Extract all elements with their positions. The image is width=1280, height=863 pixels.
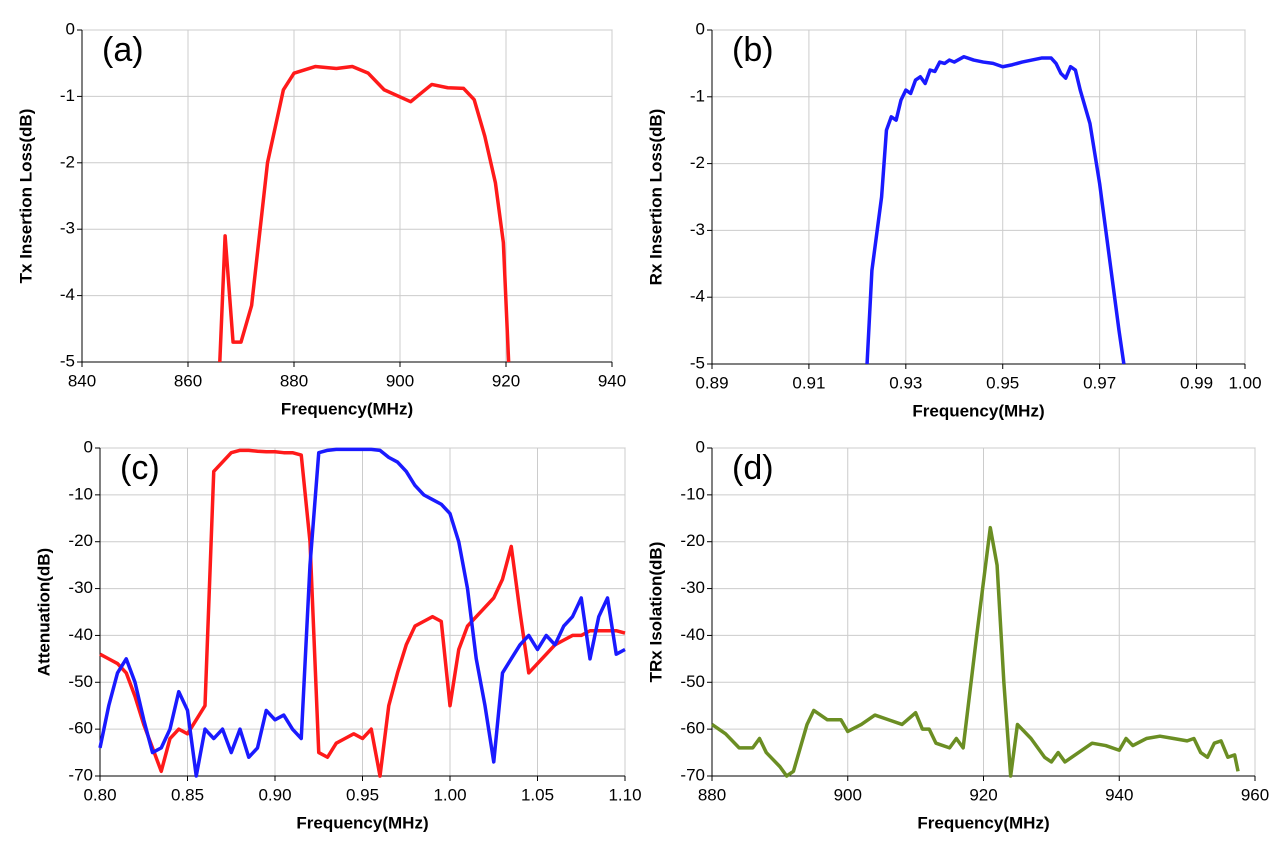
y-axis-title: Attenuation(dB): [34, 548, 53, 676]
x-tick-label: 1.05: [521, 785, 554, 804]
y-tick-label: -5: [60, 351, 75, 370]
y-axis-title: Rx Insertion Loss(dB): [646, 109, 665, 286]
y-tick-label: -2: [690, 153, 705, 172]
y-tick-label: -3: [60, 219, 75, 238]
data-line: [218, 64, 511, 363]
x-tick-label: 1.10: [608, 785, 641, 804]
x-axis-title: Frequency(MHz): [281, 399, 413, 418]
y-tick-label: -60: [68, 719, 93, 738]
y-tick-label: -10: [680, 484, 705, 503]
data-line: [98, 447, 626, 778]
y-tick-label: -4: [60, 285, 75, 304]
x-tick-label: 0.93: [889, 373, 922, 392]
x-tick-label: 880: [698, 785, 726, 804]
x-tick-label: 940: [1105, 785, 1133, 804]
x-tick-label: 880: [280, 371, 308, 390]
y-tick-label: -20: [68, 531, 93, 550]
y-tick-label: -60: [680, 719, 705, 738]
x-tick-label: 860: [174, 371, 202, 390]
data-line: [865, 54, 1126, 365]
y-tick-label: -4: [690, 287, 705, 306]
x-tick-label: 0.80: [83, 785, 116, 804]
x-tick-label: 0.95: [346, 785, 379, 804]
y-tick-label: -20: [680, 531, 705, 550]
x-tick-label: 840: [68, 371, 96, 390]
y-tick-label: -10: [68, 484, 93, 503]
data-line: [711, 525, 1240, 778]
y-tick-label: -40: [68, 625, 93, 644]
y-tick-label: -30: [68, 578, 93, 597]
y-tick-label: -1: [60, 86, 75, 105]
y-tick-label: -70: [68, 765, 93, 784]
x-tick-label: 1.00: [433, 785, 466, 804]
y-tick-label: -50: [680, 672, 705, 691]
x-tick-label: 920: [492, 371, 520, 390]
x-tick-label: 0.89: [695, 373, 728, 392]
x-axis-title: Frequency(MHz): [296, 813, 428, 832]
x-tick-label: 920: [969, 785, 997, 804]
y-tick-label: 0: [696, 19, 705, 38]
panel-tag: (c): [120, 449, 160, 487]
x-tick-label: 0.90: [258, 785, 291, 804]
x-tick-label: 0.95: [986, 373, 1019, 392]
y-tick-label: -70: [680, 765, 705, 784]
x-tick-label: 900: [386, 371, 414, 390]
y-tick-label: 0: [66, 19, 75, 38]
x-tick-label: 0.91: [792, 373, 825, 392]
plot-area: [81, 29, 613, 363]
panel-tag: (a): [102, 31, 144, 69]
panel-tag: (d): [732, 449, 774, 487]
y-axis-title: Tx Insertion Loss(dB): [16, 109, 35, 284]
y-tick-label: -50: [68, 672, 93, 691]
y-tick-label: -40: [680, 625, 705, 644]
x-tick-label: 1.00: [1228, 373, 1261, 392]
y-tick-label: -3: [690, 220, 705, 239]
y-tick-label: -1: [690, 86, 705, 105]
y-tick-label: -2: [60, 152, 75, 171]
plot-area: [711, 29, 1246, 365]
x-tick-label: 960: [1241, 785, 1269, 804]
x-tick-label: 0.85: [171, 785, 204, 804]
x-tick-label: 900: [834, 785, 862, 804]
y-tick-label: -5: [690, 353, 705, 372]
x-tick-label: 940: [598, 371, 626, 390]
x-axis-title: Frequency(MHz): [917, 813, 1049, 832]
y-axis-title: TRx Isolation(dB): [646, 542, 665, 683]
y-tick-label: 0: [84, 437, 93, 456]
x-tick-label: 0.99: [1180, 373, 1213, 392]
data-line: [99, 448, 626, 778]
x-tick-label: 0.97: [1083, 373, 1116, 392]
x-axis-title: Frequency(MHz): [912, 401, 1044, 420]
y-tick-label: 0: [696, 437, 705, 456]
panel-tag: (b): [732, 31, 774, 69]
y-tick-label: -30: [680, 578, 705, 597]
